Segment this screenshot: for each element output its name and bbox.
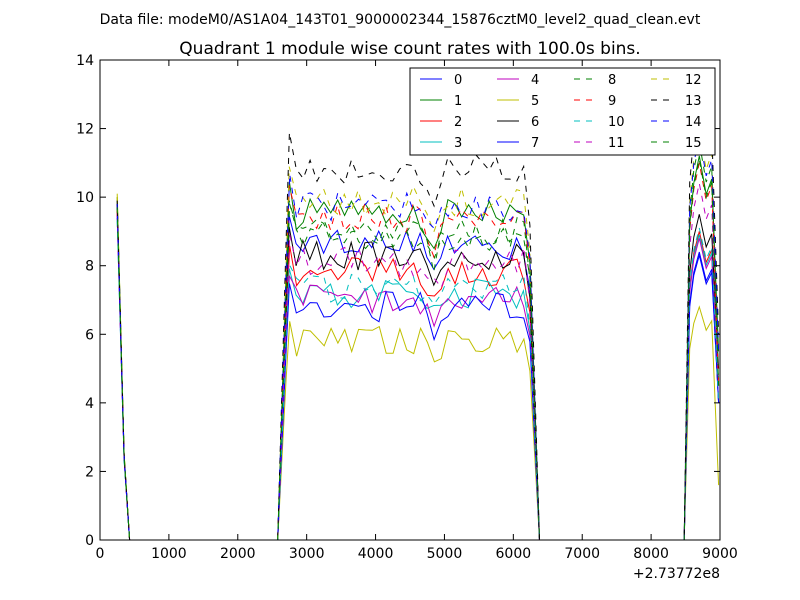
axis-ticks: 0 1000 2000 3000 4000 5000 6000 7000 8000 9000 0 2 4… bbox=[76, 53, 738, 562]
x-tick-label: 0 bbox=[96, 546, 105, 562]
y-tick-label: 12 bbox=[76, 122, 94, 138]
series-line-11 bbox=[116, 183, 720, 540]
legend-label-8: 8 bbox=[608, 73, 616, 88]
legend-label-7: 7 bbox=[531, 136, 539, 151]
x-tick-label: 6000 bbox=[496, 546, 532, 562]
legend-label-12: 12 bbox=[685, 73, 702, 88]
x-tick-label: 5000 bbox=[427, 546, 463, 562]
series-line-1 bbox=[116, 155, 720, 540]
legend-label-13: 13 bbox=[685, 94, 702, 109]
series-line-13 bbox=[116, 104, 720, 540]
series-line-5 bbox=[116, 193, 720, 540]
legend-label-15: 15 bbox=[685, 136, 702, 151]
legend-label-14: 14 bbox=[685, 115, 702, 130]
y-tick-label: 6 bbox=[85, 327, 94, 343]
legend-label-2: 2 bbox=[454, 115, 462, 130]
series-line-10 bbox=[116, 221, 720, 540]
x-tick-label: 3000 bbox=[289, 546, 325, 562]
series-line-7 bbox=[116, 217, 720, 540]
legend-label-1: 1 bbox=[454, 94, 462, 109]
x-tick-label: 9000 bbox=[702, 546, 738, 562]
legend-label-3: 3 bbox=[454, 136, 462, 151]
x-tick-label: 4000 bbox=[358, 546, 394, 562]
series-line-6 bbox=[116, 203, 720, 540]
legend-label-0: 0 bbox=[454, 73, 462, 88]
chart-title: Quadrant 1 module wise count rates with … bbox=[179, 39, 640, 59]
series-line-14 bbox=[116, 135, 720, 540]
x-tick-label: 2000 bbox=[220, 546, 256, 562]
legend-label-10: 10 bbox=[608, 115, 625, 130]
x-axis-offset-label: +2.73772e8 bbox=[633, 566, 720, 582]
series-line-12 bbox=[116, 128, 720, 540]
legend-label-4: 4 bbox=[531, 73, 539, 88]
legend-label-5: 5 bbox=[531, 94, 539, 109]
legend-label-11: 11 bbox=[608, 136, 625, 151]
x-tick-label: 7000 bbox=[564, 546, 600, 562]
legend-label-9: 9 bbox=[608, 94, 616, 109]
plot-frame bbox=[99, 59, 721, 541]
legend-label-6: 6 bbox=[531, 115, 539, 130]
series-line-15 bbox=[116, 159, 720, 540]
series-line-4 bbox=[116, 210, 720, 540]
x-tick-label: 8000 bbox=[633, 546, 669, 562]
y-tick-label: 10 bbox=[76, 190, 94, 206]
y-tick-label: 8 bbox=[85, 259, 94, 275]
y-tick-label: 4 bbox=[85, 396, 94, 412]
series-lines bbox=[116, 104, 720, 540]
y-tick-label: 0 bbox=[85, 533, 94, 549]
figure-suptitle: Data file: modeM0/AS1A04_143T01_90000023… bbox=[100, 12, 701, 28]
y-tick-label: 2 bbox=[85, 464, 94, 480]
y-tick-label: 14 bbox=[76, 53, 94, 69]
x-tick-label: 1000 bbox=[151, 546, 187, 562]
legend-box bbox=[409, 67, 716, 156]
